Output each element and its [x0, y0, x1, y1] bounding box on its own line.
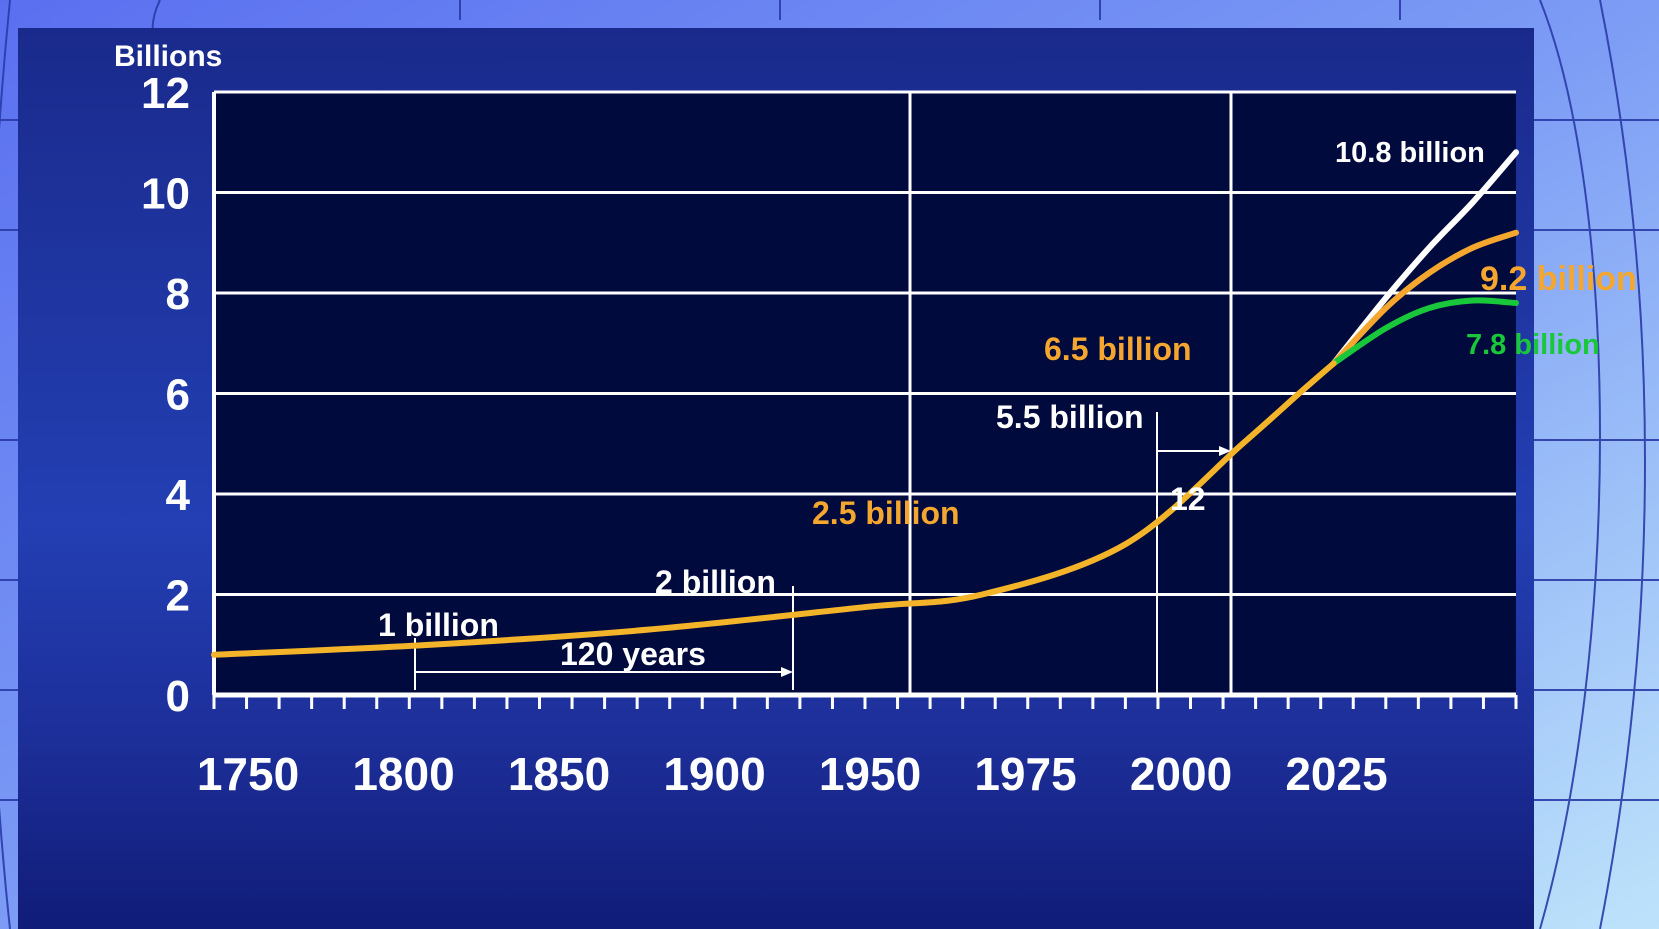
- series-line-history: [211, 360, 1337, 658]
- annotation-brackets: [414, 412, 1231, 695]
- x-tick-label-2000: 2000: [1130, 748, 1232, 800]
- bracket-120-arrowhead: [781, 667, 793, 677]
- y-tick-label-12: 12: [141, 69, 190, 118]
- annotations: 1 billion 120 years 2 billion 2.5 billio…: [378, 137, 1637, 672]
- label-10-8-billion: 10.8 billion: [1335, 137, 1485, 169]
- label-5-5-billion: 5.5 billion: [996, 399, 1144, 435]
- x-tick-label-2025: 2025: [1285, 748, 1387, 800]
- label-1-billion: 1 billion: [378, 607, 499, 643]
- x-tick-label-1950: 1950: [819, 748, 921, 800]
- label-6-5-billion: 6.5 billion: [1044, 331, 1192, 367]
- label-9-2-billion: 9.2 billion: [1480, 260, 1637, 298]
- label-120-years: 120 years: [560, 636, 706, 672]
- label-2-5-billion: 2.5 billion: [812, 495, 960, 531]
- x-tick-labels: 1750 1800 1850 1900 1950 1975 2000 2025: [197, 748, 1388, 800]
- series-line-medium: [1330, 229, 1519, 367]
- x-tick-label-1900: 1900: [663, 748, 765, 800]
- bracket-12-arrowhead: [1219, 446, 1231, 456]
- y-axis-title: Billions: [114, 40, 222, 73]
- x-tick-label-1850: 1850: [508, 748, 610, 800]
- x-tick-label-1750: 1750: [197, 748, 299, 800]
- label-2-billion: 2 billion: [655, 564, 776, 600]
- series-lines: [211, 149, 1519, 658]
- y-tick-label-0: 0: [166, 672, 190, 721]
- y-tick-label-4: 4: [166, 471, 191, 520]
- series-line-high: [1330, 149, 1519, 367]
- x-tick-label-1975: 1975: [974, 748, 1076, 800]
- label-7-8-billion: 7.8 billion: [1466, 329, 1600, 361]
- series-line-low: [1330, 297, 1519, 367]
- y-tick-label-2: 2: [166, 572, 190, 621]
- vertical-gridlines: [908, 92, 1233, 695]
- y-tick-label-8: 8: [166, 270, 190, 319]
- y-tick-label-6: 6: [166, 371, 190, 420]
- y-tick-labels: 0 2 4 6 8 10 12: [141, 69, 190, 721]
- label-12-years: 12: [1170, 481, 1206, 517]
- x-tick-label-1800: 1800: [352, 748, 454, 800]
- y-tick-label-10: 10: [141, 170, 190, 219]
